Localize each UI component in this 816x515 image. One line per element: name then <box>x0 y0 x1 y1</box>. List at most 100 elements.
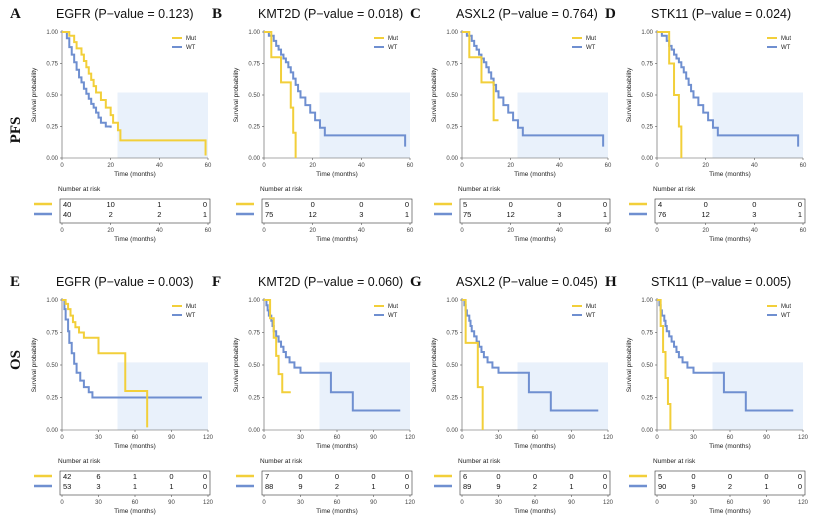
panel-letter: G <box>410 274 422 290</box>
x-tick-label: 20 <box>309 163 316 169</box>
panel-title: ASXL2 (P−value = 0.764) <box>456 7 598 21</box>
risk-count: 0 <box>298 472 302 481</box>
risk-count: 76 <box>658 210 666 219</box>
x-tick-label: 60 <box>605 163 612 169</box>
x-tick-label: 0 <box>655 163 659 169</box>
risk-x-axis-title: Time (months) <box>514 508 556 515</box>
risk-count: 3 <box>752 210 756 219</box>
risk-x-tick-label: 0 <box>460 500 464 506</box>
risk-count: 0 <box>557 200 561 209</box>
y-tick-label: 0.50 <box>446 93 458 99</box>
y-tick-label: 0.00 <box>46 156 58 162</box>
y-tick-label: 1.00 <box>641 298 653 304</box>
x-tick-label: 40 <box>751 163 758 169</box>
y-axis-title: Survival probability <box>431 337 438 392</box>
legend-label-wt: WT <box>586 313 596 319</box>
legend-label-mut: Mut <box>388 304 398 310</box>
risk-x-tick-label: 60 <box>532 500 539 506</box>
km-curve-mut <box>264 31 297 158</box>
risk-count: 0 <box>603 200 607 209</box>
legend-label-wt: WT <box>586 45 596 51</box>
risk-x-tick-label: 90 <box>568 500 575 506</box>
risk-count: 0 <box>533 472 537 481</box>
legend-label-wt: WT <box>781 313 791 319</box>
risk-count: 7 <box>265 472 269 481</box>
x-tick-label: 120 <box>405 435 416 441</box>
y-tick-label: 0.50 <box>641 93 653 99</box>
risk-x-tick-label: 0 <box>655 500 659 506</box>
risk-count: 2 <box>109 210 113 219</box>
panel-title: KMT2D (P−value = 0.018) <box>258 7 403 21</box>
risk-count: 1 <box>371 482 375 491</box>
risk-count: 0 <box>335 472 339 481</box>
risk-count: 0 <box>405 482 409 491</box>
risk-x-tick-label: 60 <box>605 228 612 234</box>
risk-count: 0 <box>603 482 607 491</box>
km-curve-mut <box>264 299 291 394</box>
panel-title: STK11 (P−value = 0.024) <box>651 7 791 21</box>
km-curve-mut <box>62 299 149 428</box>
risk-table-box <box>59 198 211 224</box>
risk-count: 0 <box>169 472 173 481</box>
y-tick-label: 0.25 <box>446 396 458 402</box>
risk-count: 0 <box>405 472 409 481</box>
risk-x-tick-label: 30 <box>95 500 102 506</box>
legend-label-wt: WT <box>388 45 398 51</box>
x-tick-label: 60 <box>407 163 414 169</box>
plot-shade <box>517 362 608 430</box>
y-tick-label: 0.75 <box>248 331 260 337</box>
y-tick-label: 0.25 <box>46 396 58 402</box>
legend-label-mut: Mut <box>781 304 791 310</box>
y-tick-label: 0.25 <box>46 125 58 131</box>
risk-table-box <box>459 198 611 224</box>
km-curve-mut <box>657 299 672 430</box>
km-panel-h: H STK11 (P−value = 0.005) 0.00 0.25 0.50 0.75… <box>605 274 809 515</box>
risk-table-header: Number at risk <box>260 186 303 193</box>
panel-title: KMT2D (P−value = 0.060) <box>258 275 403 289</box>
km-curve-wt <box>62 299 202 399</box>
x-tick-label: 30 <box>495 435 502 441</box>
x-tick-label: 120 <box>603 435 614 441</box>
risk-count: 0 <box>798 200 802 209</box>
y-tick-label: 0.75 <box>446 62 458 68</box>
y-tick-label: 1.00 <box>446 298 458 304</box>
risk-table-box <box>261 198 413 224</box>
legend-label-mut: Mut <box>586 304 596 310</box>
legend-label-wt: WT <box>186 45 196 51</box>
x-tick-label: 20 <box>702 163 709 169</box>
y-tick-label: 1.00 <box>46 30 58 36</box>
x-tick-label: 120 <box>203 435 214 441</box>
risk-count: 2 <box>533 482 537 491</box>
risk-x-tick-label: 120 <box>603 500 614 506</box>
risk-x-tick-label: 0 <box>460 228 464 234</box>
legend-label-mut: Mut <box>781 36 791 42</box>
x-axis-title: Time (months) <box>514 443 556 450</box>
risk-x-tick-label: 0 <box>262 500 266 506</box>
plot-shade <box>517 92 608 158</box>
risk-count: 90 <box>658 482 666 491</box>
x-tick-label: 20 <box>107 163 114 169</box>
risk-count: 53 <box>63 482 71 491</box>
risk-count: 6 <box>96 472 100 481</box>
x-tick-label: 60 <box>532 435 539 441</box>
risk-table-header: Number at risk <box>58 186 101 193</box>
km-curve-wt <box>462 299 599 412</box>
panel-letter: C <box>410 6 421 22</box>
risk-x-tick-label: 40 <box>751 228 758 234</box>
y-tick-label: 1.00 <box>248 298 260 304</box>
x-tick-label: 60 <box>727 435 734 441</box>
risk-x-tick-label: 60 <box>727 500 734 506</box>
row-label-pfs: PFS <box>8 117 24 144</box>
legend-label-mut: Mut <box>186 36 196 42</box>
risk-x-tick-label: 30 <box>495 500 502 506</box>
risk-count: 1 <box>157 200 161 209</box>
risk-count: 12 <box>701 210 709 219</box>
km-panel-f: F KMT2D (P−value = 0.060) 0.00 0.25 0.50 0.75… <box>212 274 416 515</box>
x-tick-label: 20 <box>507 163 514 169</box>
panel-letter: E <box>10 274 20 290</box>
risk-count: 9 <box>298 482 302 491</box>
x-tick-label: 40 <box>556 163 563 169</box>
